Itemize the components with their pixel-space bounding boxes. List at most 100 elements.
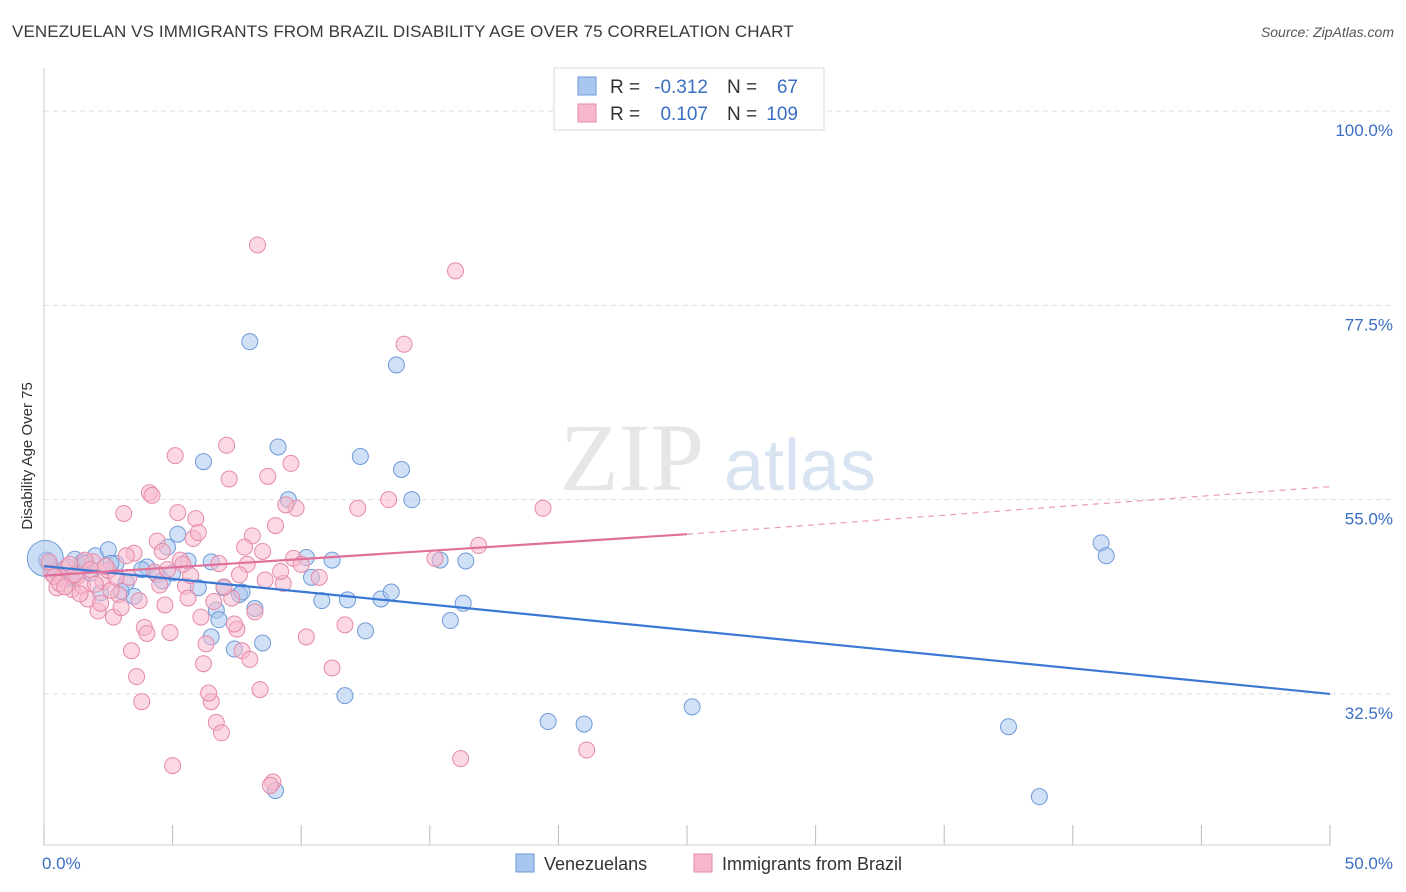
watermark-zip: ZIP — [560, 404, 704, 511]
x-tick-label-min: 0.0% — [42, 854, 81, 873]
brazil-point-58 — [534, 499, 552, 517]
brazil-point-86 — [174, 555, 192, 573]
legend-r-value-venezuelans: -0.312 — [654, 77, 708, 98]
brazil-point-89 — [189, 523, 207, 541]
brazil-point-22 — [156, 596, 174, 614]
brazil-point-97 — [230, 566, 248, 584]
brazil-point-59 — [578, 741, 596, 759]
brazil-point-76 — [122, 642, 140, 660]
brazil-point-53 — [395, 335, 413, 353]
legend-r-label-2: R = — [610, 104, 640, 125]
brazil-point-48 — [310, 568, 328, 586]
venezuelan-point-42 — [387, 356, 405, 374]
venezuelan-point-23 — [210, 611, 228, 629]
trend-line-venezuelans — [43, 565, 1331, 696]
venezuelan-point-52 — [1000, 718, 1017, 736]
brazil-point-103 — [261, 776, 279, 794]
venezuelan-point-17 — [169, 525, 187, 543]
venezuelan-point-39 — [357, 622, 374, 640]
brazil-point-98 — [236, 538, 254, 556]
venezuelan-point-35 — [323, 551, 341, 569]
stats-legend-box — [553, 67, 825, 131]
venezuelan-point-43 — [393, 460, 411, 478]
brazil-point-95 — [220, 470, 238, 488]
brazil-point-49 — [323, 659, 341, 677]
y-tick-label-0: 100.0% — [1335, 121, 1393, 140]
brazil-point-104 — [266, 517, 284, 535]
brazil-point-102 — [256, 571, 274, 589]
brazil-point-106 — [277, 496, 295, 514]
venezuelan-point-44 — [403, 491, 421, 509]
venezuelan-point-27 — [241, 333, 259, 351]
brazil-point-57 — [470, 536, 488, 554]
x-ticks — [43, 825, 1331, 845]
brazil-point-70 — [92, 594, 110, 612]
series-legend: Venezuelans Immigrants from Brazil — [515, 853, 902, 874]
y-axis-label: Disability Age Over 75 — [19, 382, 36, 530]
brazil-point-29 — [192, 608, 210, 626]
legend-swatch-venezuelans — [577, 76, 597, 96]
watermark-atlas: atlas — [724, 426, 876, 506]
venezuelan-point-41 — [382, 583, 400, 601]
brazil-point-99 — [241, 650, 259, 668]
brazil-point-91 — [200, 684, 218, 702]
brazil-point-14 — [115, 504, 133, 522]
brazil-point-23 — [161, 624, 179, 642]
brazil-point-28 — [187, 510, 205, 528]
brazil-point-30 — [197, 635, 215, 653]
venezuelan-point-46 — [441, 612, 459, 630]
trend-line-brazil-extension — [686, 486, 1331, 535]
brazil-point-85 — [169, 504, 187, 522]
y-tick-label-1: 77.5% — [1345, 315, 1393, 334]
bottom-legend-label-venezuelans: Venezuelans — [544, 854, 647, 874]
y-tick-label-3: 32.5% — [1345, 704, 1393, 723]
brazil-point-74 — [112, 599, 130, 617]
y-tick-label-2: 55.0% — [1345, 510, 1393, 529]
series-brazil — [40, 236, 596, 794]
brazil-point-100 — [246, 603, 264, 621]
brazil-point-83 — [158, 561, 176, 579]
brazil-point-80 — [143, 486, 161, 504]
legend-n-label-1: N = — [727, 77, 757, 98]
x-tick-label-max: 50.0% — [1345, 854, 1393, 873]
brazil-point-45 — [282, 454, 300, 472]
brazil-point-101 — [251, 681, 269, 699]
brazil-point-92 — [205, 593, 223, 611]
brazil-point-41 — [254, 542, 272, 560]
brazil-point-34 — [218, 436, 236, 454]
source-label: Source: ZipAtlas.com — [1260, 24, 1394, 40]
brazil-point-66 — [71, 585, 89, 603]
brazil-point-79 — [138, 624, 156, 642]
brazil-point-42 — [259, 467, 277, 485]
brazil-point-96 — [225, 615, 243, 633]
bottom-legend-label-brazil: Immigrants from Brazil — [722, 854, 902, 874]
brazil-point-51 — [349, 499, 367, 517]
venezuelan-point-36 — [336, 687, 354, 705]
brazil-point-82 — [153, 542, 171, 560]
stats-legend: R = -0.312 N = 67 R = 0.107 N = 109 — [553, 67, 825, 131]
legend-n-value-brazil: 109 — [766, 104, 798, 125]
brazil-point-69 — [86, 575, 104, 593]
legend-swatch-brazil — [577, 103, 597, 123]
venezuelan-point-50 — [575, 715, 593, 733]
brazil-point-21 — [151, 576, 169, 594]
legend-n-value-venezuelans: 67 — [777, 77, 798, 98]
brazil-point-56 — [452, 750, 470, 768]
venezuelan-point-31 — [269, 438, 287, 456]
y-tick-labels: 100.0% 77.5% 55.0% 32.5% — [1335, 121, 1393, 723]
venezuelan-point-48 — [457, 552, 475, 570]
venezuelan-point-20 — [194, 453, 212, 471]
brazil-point-50 — [336, 616, 354, 634]
venezuelan-point-49 — [539, 713, 557, 731]
chart-title: VENEZUELAN VS IMMIGRANTS FROM BRAZIL DIS… — [12, 22, 794, 41]
brazil-point-40 — [248, 236, 266, 254]
brazil-point-87 — [179, 589, 197, 607]
brazil-point-63 — [56, 578, 74, 596]
brazil-point-71 — [97, 557, 115, 575]
brazil-point-90 — [194, 655, 212, 673]
legend-r-label-1: R = — [610, 77, 640, 98]
brazil-point-24 — [166, 447, 184, 465]
gridlines — [44, 110, 1390, 695]
legend-r-value-brazil: 0.107 — [660, 104, 708, 125]
venezuelan-point-55 — [1097, 547, 1115, 565]
